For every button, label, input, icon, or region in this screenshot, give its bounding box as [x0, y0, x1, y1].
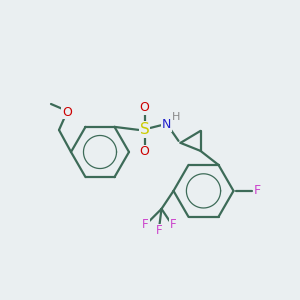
Text: F: F — [170, 218, 177, 231]
Text: S: S — [140, 122, 149, 137]
Text: O: O — [140, 146, 149, 158]
Text: F: F — [254, 184, 261, 197]
Text: F: F — [142, 218, 149, 231]
Text: N: N — [162, 118, 171, 131]
Text: F: F — [156, 224, 163, 237]
Text: O: O — [62, 106, 72, 118]
Text: H: H — [172, 112, 181, 122]
Text: O: O — [140, 101, 149, 114]
